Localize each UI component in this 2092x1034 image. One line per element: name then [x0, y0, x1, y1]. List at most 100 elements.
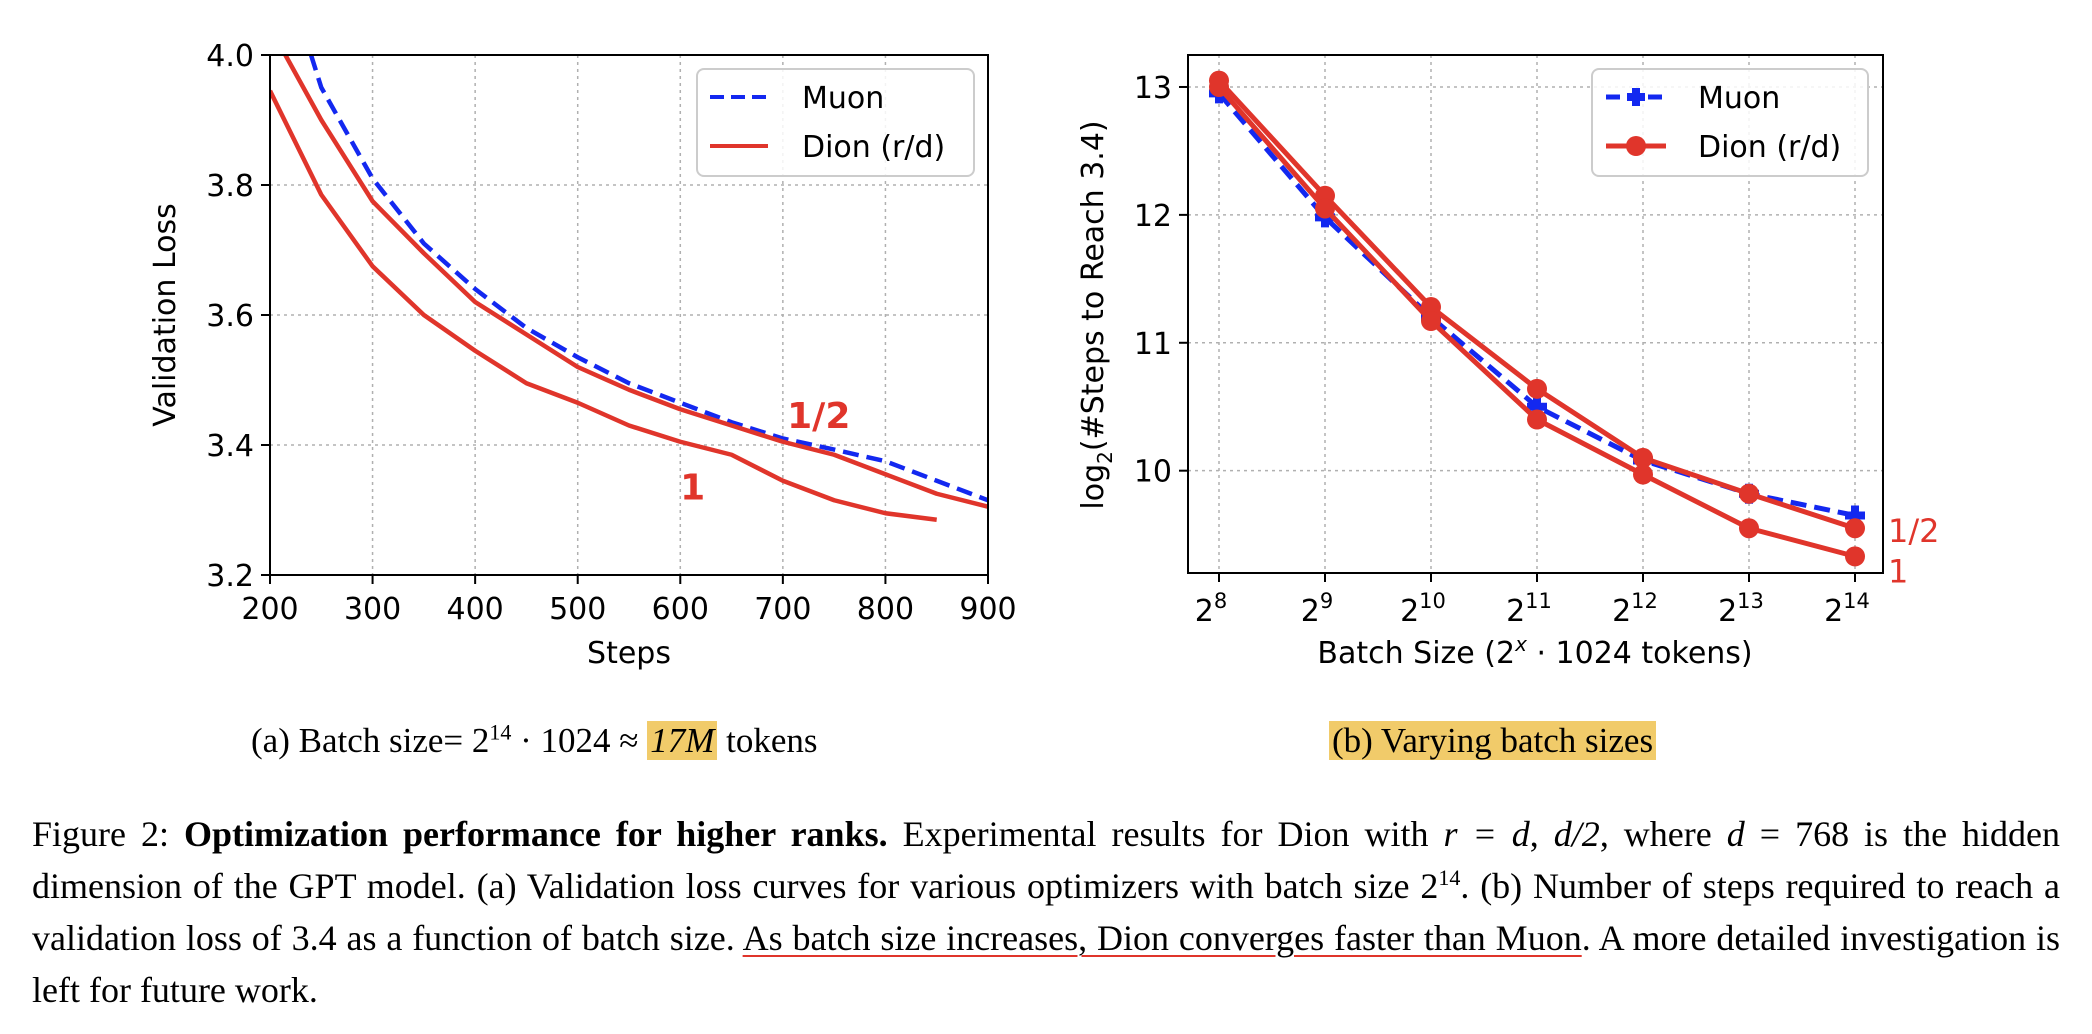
figure-caption-text-2: ,	[1529, 814, 1554, 854]
legend-b-muon-plus-icon	[1627, 88, 1645, 106]
chart-a: 200 300 400 500 600 700 800 9003.23.43.63.84.0 …	[148, 39, 1017, 671]
chart-b-annotations: 1/21	[1888, 512, 1940, 590]
chart-b-ylabel-log: log	[1076, 464, 1111, 510]
chart-a-ytick-label: 3.2	[206, 559, 254, 594]
chart-a-annotations: 1/2 1	[680, 396, 850, 509]
chart-a-xtick-label: 700	[754, 592, 811, 627]
chart-a-annotation: 1/2	[787, 396, 850, 437]
figure-caption-text-6: . A more detailed investigation is left …	[32, 918, 2061, 1010]
figure-caption-text-3: , where	[1599, 814, 1727, 854]
chart-b-point-dion-r-d-1-2	[1421, 296, 1441, 317]
chart-b-annotation: 1/2	[1888, 512, 1940, 550]
chart-a-ticks: 200 300 400 500 600 700 800 900 3.2 3.4 3.6 3.8 4.0	[206, 39, 1016, 627]
figure-caption: Figure 2: Optimization performance for h…	[32, 808, 2060, 1016]
chart-b-xlabel-text: Batch Size (2	[1317, 636, 1515, 671]
chart-b-ytick-label: 10	[1134, 455, 1172, 490]
subcaption-b: (b) Varying batch sizes	[1329, 719, 1657, 763]
subcaption-a-exp: 14	[489, 719, 512, 745]
figure-caption-exp: 14	[1438, 865, 1461, 890]
chart-b-xlabel-rest: · 1024 tokens)	[1527, 636, 1753, 671]
chart-b-point-dion-r-d-1-2	[1633, 447, 1653, 468]
chart-b-xtick-exp: 12	[1631, 589, 1658, 613]
legend-muon-label: Muon	[802, 81, 884, 116]
chart-b-point-dion-r-d-1	[1209, 76, 1229, 97]
chart-a-ytick-label: 3.6	[206, 299, 254, 334]
chart-b-xtick-base: 2	[1612, 594, 1631, 629]
chart-a-ytick-label: 4.0	[206, 39, 254, 74]
figure-caption-text-4: = 768 is the hidden dimension of the GPT…	[32, 814, 2061, 906]
chart-b-point-dion-r-d-1	[1315, 198, 1335, 219]
subcaption-a-highlight: 17M	[647, 721, 718, 760]
legend-b-dion-label: Dion (r/d)	[1698, 130, 1841, 165]
chart-b-ylabel-rest: (#Steps to Reach 3.4)	[1076, 120, 1111, 451]
chart-b-xtick-base: 2	[1195, 594, 1214, 629]
chart-a-legend: Muon Dion (r/d)	[696, 68, 975, 177]
chart-b-xtick-exp: 10	[1419, 589, 1446, 613]
chart-a-xtick-label: 900	[959, 592, 1016, 627]
chart-b-lines	[1209, 70, 1865, 567]
chart-b-xtick-label: 29	[1301, 589, 1333, 629]
legend-b-dion-circle-icon	[1626, 136, 1646, 156]
chart-b-xtick-exp: 13	[1737, 589, 1764, 613]
subcaption-b-text: (b) Varying batch sizes	[1329, 721, 1657, 760]
chart-a-xtick-label: 400	[447, 592, 504, 627]
chart-b-xtick-exp: 8	[1214, 589, 1227, 613]
chart-b-xtick-label: 214	[1824, 589, 1870, 629]
chart-b-xtick-base: 2	[1506, 594, 1525, 629]
chart-b-point-dion-r-d-1	[1421, 311, 1441, 332]
chart-b-xtick-base: 2	[1718, 594, 1737, 629]
chart-a-annotation: 1	[680, 467, 705, 508]
figure-caption-math-2: d/2	[1553, 814, 1600, 854]
chart-b-frame	[1187, 54, 1884, 574]
chart-b-xtick-base: 2	[1824, 594, 1843, 629]
chart-b-ytick-label: 12	[1134, 199, 1172, 234]
subcaption-a-prefix: (a) Batch size= 2	[251, 721, 490, 760]
chart-a-lines	[270, 55, 988, 522]
chart-a-xtick-label: 600	[652, 592, 709, 627]
chart-a-series-dion-r-d-1-2	[283, 55, 988, 509]
chart-b-legend: Muon Dion (r/d)	[1591, 68, 1869, 177]
chart-b-ytick-label: 13	[1134, 71, 1172, 106]
chart-b-point-dion-r-d-1	[1527, 409, 1547, 430]
chart-b-point-dion-r-d-1	[1739, 518, 1759, 539]
chart-b-ylabel: log2(#Steps to Reach 3.4)	[1076, 120, 1117, 509]
figure-caption-text-5: . (b) Number of steps required to reach …	[32, 866, 2060, 958]
figure-caption-math-3: d	[1726, 814, 1745, 854]
chart-a-series-muon	[308, 55, 988, 503]
chart-a-xtick-label: 300	[344, 592, 401, 627]
chart-b-point-dion-r-d-1	[1633, 464, 1653, 485]
legend-dion-label: Dion (r/d)	[802, 130, 945, 165]
chart-a-xlabel: Steps	[587, 636, 671, 671]
chart-b-point-dion-r-d-1-2	[1739, 483, 1759, 504]
chart-b-xtick-exp: 9	[1320, 589, 1333, 613]
chart-b-point-dion-r-d-1	[1845, 546, 1865, 567]
chart-b-ylabel-sub: 2	[1093, 451, 1117, 464]
chart-a-ytick-label: 3.4	[206, 429, 254, 464]
chart-b-xtick-base: 2	[1301, 594, 1320, 629]
chart-a-xtick-label: 500	[549, 592, 606, 627]
chart-b-xtick-exp: 14	[1843, 589, 1870, 613]
chart-a-xtick-label: 200	[241, 592, 298, 627]
chart-b-ytick-label: 11	[1134, 327, 1172, 362]
figure-panels: 200 300 400 500 600 700 800 9003.23.43.63.84.0 …	[148, 39, 1940, 671]
subcaption-a-mid: · 1024 ≈	[511, 721, 648, 760]
chart-b-point-dion-r-d-1-2	[1527, 378, 1547, 399]
chart-b-annotation: 1	[1888, 552, 1908, 590]
figure-caption-underlined: As batch size increases, Dion converges …	[742, 918, 1582, 958]
figure-caption-label: Figure 2:	[32, 814, 184, 854]
chart-b-xtick-label: 210	[1400, 589, 1446, 629]
subcaption-a: (a) Batch size= 214 · 1024 ≈ 17M tokens	[251, 719, 818, 763]
chart-a-ylabel: Validation Loss	[148, 203, 183, 426]
chart-a-ytick-label: 3.8	[206, 169, 254, 204]
chart-b-xlabel: Batch Size (2x · 1024 tokens)	[1317, 632, 1752, 671]
chart-b-point-dion-r-d-1-2	[1845, 518, 1865, 539]
chart-a-series-dion-r-d-1	[270, 89, 937, 522]
chart-b-xlabel-exp: x	[1514, 632, 1527, 656]
subcaption-a-suffix: tokens	[717, 721, 818, 760]
figure-caption-math-1: r = d	[1443, 814, 1530, 854]
chart-b-xtick-label: 211	[1506, 589, 1552, 629]
chart-b-xtick-label: 213	[1718, 589, 1764, 629]
chart-b-xtick-label: 28	[1195, 589, 1227, 629]
